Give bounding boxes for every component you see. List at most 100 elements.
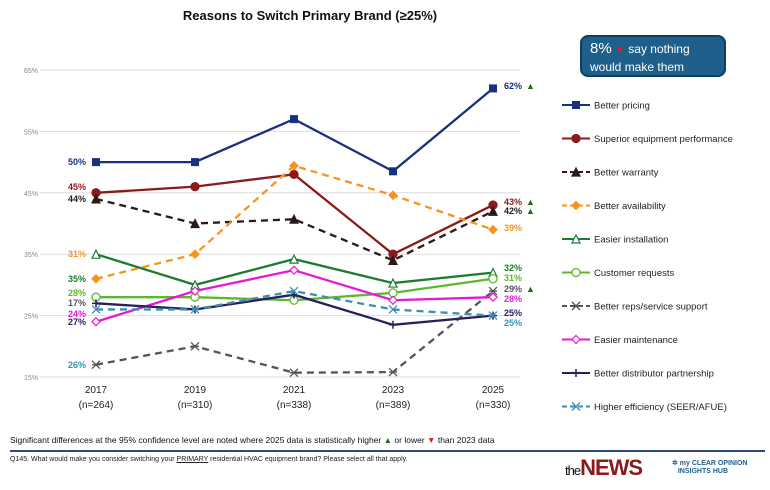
data-point (190, 305, 200, 314)
start-data-label: 35% (68, 274, 86, 284)
x-tick-sublabel: (n=330) (476, 400, 511, 411)
y-tick-label: 45% (24, 191, 38, 198)
data-point (289, 213, 299, 224)
x-tick-label: 2019 (184, 385, 207, 396)
end-data-label: 43% (504, 197, 522, 207)
end-data-label: 25% (504, 308, 522, 318)
data-point (289, 368, 299, 378)
data-point (191, 158, 199, 167)
legend-label: Easier installation (594, 235, 668, 246)
legend-marker (571, 166, 581, 177)
my-clear-opinion-logo: ✲ my CLEAR OPINION INSIGHTS HUB (672, 460, 748, 475)
data-point (289, 286, 299, 296)
callout-value: 8% (590, 40, 612, 57)
data-point (389, 320, 397, 329)
x-tick-sublabel: (n=389) (376, 400, 411, 411)
data-point (388, 305, 398, 314)
legend-label: Easier maintenance (594, 335, 678, 346)
legend-label: Better pricing (594, 101, 650, 112)
legend-marker (571, 334, 581, 345)
legend-marker (572, 369, 580, 377)
sig-note-c: than 2023 data (437, 435, 495, 445)
x-tick-sublabel: (n=338) (277, 400, 312, 411)
chart-title: Reasons to Switch Primary Brand (≥25%) (182, 8, 438, 23)
series-line (96, 87, 494, 173)
x-tick-label: 2017 (85, 385, 108, 396)
q-b: residential HVAC equipment brand? Please… (210, 456, 408, 463)
legend-label: Better distributor partnership (594, 369, 714, 380)
data-point (488, 274, 498, 284)
data-point (190, 341, 200, 351)
data-point (91, 360, 101, 370)
start-data-label: 17% (68, 298, 86, 308)
legend-label: Better reps/service support (594, 302, 708, 313)
legend-label: Customer requests (594, 268, 675, 279)
q-u: PRIMARY (176, 456, 209, 463)
sig-up-icon: ▲ (526, 81, 535, 91)
data-point (190, 286, 200, 296)
data-point (190, 182, 200, 192)
callout-box: 8% ▼ say nothing would make them switch (580, 35, 726, 91)
end-data-label: 28% (504, 294, 522, 304)
significance-note: Significant differences at the 95% confi… (10, 435, 495, 445)
data-point (388, 295, 398, 306)
sig-note-b: or lower (394, 435, 425, 445)
end-data-label: 29% (504, 284, 522, 294)
data-point (290, 290, 298, 299)
divider (10, 450, 765, 452)
data-point (388, 367, 398, 377)
end-data-label: 42% (504, 206, 522, 216)
data-point (92, 299, 100, 308)
data-point (289, 169, 299, 180)
sig-down-icon: ▼ (615, 45, 625, 56)
sig-down-icon: ▼ (427, 435, 436, 445)
end-data-label: 25% (504, 318, 522, 328)
data-point (91, 273, 101, 284)
data-point (488, 286, 498, 296)
data-point (388, 190, 398, 201)
sig-up-icon: ▲ (526, 206, 535, 216)
legend-marker (571, 402, 581, 411)
x-tick-sublabel: (n=264) (79, 400, 114, 411)
y-tick-label: 65% (24, 68, 38, 75)
start-data-label: 27% (68, 317, 86, 327)
x-tick-label: 2023 (382, 385, 405, 396)
end-data-label: 62% (504, 81, 522, 91)
data-point (488, 311, 498, 321)
x-tick-sublabel: (n=310) (178, 400, 213, 411)
legend-marker (571, 301, 581, 311)
y-tick-label: 25% (24, 314, 38, 321)
data-point (92, 158, 100, 167)
data-point (91, 193, 101, 204)
data-point (91, 316, 101, 327)
end-data-label: 32% (504, 263, 522, 273)
line-chart: 15% 25% 35% 45% 55% 65% 2017 (n=264) 2019 (n=310)… (24, 68, 733, 413)
legend-marker (571, 200, 581, 211)
data-point (488, 205, 498, 216)
legend-label: Better availability (594, 201, 666, 212)
start-data-label: 28% (68, 288, 86, 298)
legend-label: Superior equipment performance (594, 134, 733, 145)
y-tick-label: 55% (24, 129, 38, 136)
end-data-label: 31% (504, 273, 522, 283)
series-line (95, 197, 494, 262)
start-data-label: 24% (68, 309, 86, 319)
sig-up-icon: ▲ (526, 284, 535, 294)
data-point (190, 249, 200, 260)
legend-label: Better warranty (594, 168, 659, 179)
question-text: Q145. What would make you consider switc… (10, 456, 408, 463)
data-point (488, 224, 498, 235)
data-point (289, 265, 299, 276)
sig-note-a: Significant differences at the 95% confi… (10, 435, 382, 445)
x-tick-label: 2021 (283, 385, 306, 396)
data-point (488, 292, 498, 303)
q-a: Q145. What would make you consider switc… (10, 456, 175, 463)
sig-up-icon: ▲ (526, 197, 535, 207)
start-data-label: 44% (68, 194, 86, 204)
sig-up-icon: ▲ (383, 435, 393, 445)
x-tick-label: 2025 (482, 385, 505, 396)
legend-marker (571, 133, 581, 144)
callout-text: say nothing would make them switch (590, 42, 690, 91)
data-point (289, 160, 299, 171)
data-point (190, 218, 200, 229)
